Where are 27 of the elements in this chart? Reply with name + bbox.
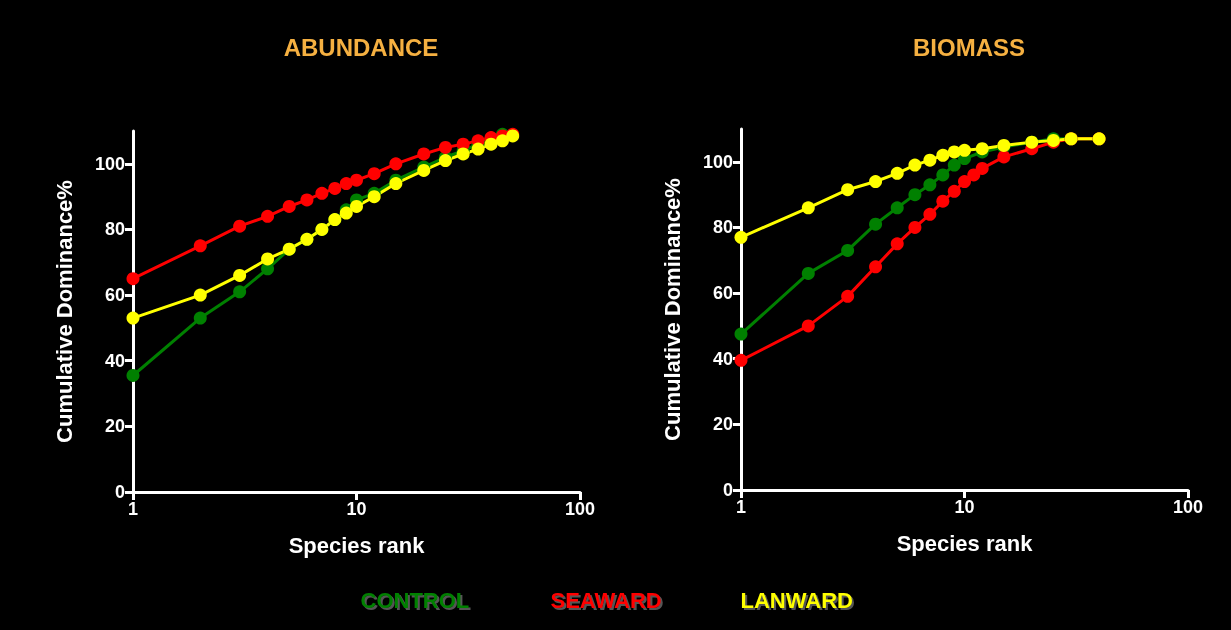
x-tick-label: 100 [564,499,596,519]
x-axis-title: Species rank [896,530,1034,556]
x-tick-label: 10 [346,499,367,519]
x-tick-label: 100 [1172,497,1204,517]
chart-title: BIOMASS [912,33,1026,61]
chart-title: ABUNDANCE [283,33,439,61]
y-tick-label: 60 [712,283,733,304]
y-tick-label: 0 [722,480,733,500]
y-tick-label: 20 [712,414,733,435]
text: CONTROL [360,588,471,615]
y-tick-label: 100 [94,153,125,174]
y-axis-title: Cumulative Dominance% [659,178,685,441]
y-tick-label: 40 [712,348,733,369]
y-tick-label: 20 [104,416,125,437]
x-tick-label: 1 [735,497,747,517]
y-tick-label: 0 [114,482,125,502]
y-tick-label: 40 [104,350,125,371]
text: SEAWARD [550,588,663,615]
x-tick-label: 10 [954,497,975,517]
text: LANWARD [740,588,854,615]
y-tick-label: 60 [104,285,125,306]
x-tick-label: 1 [127,499,139,519]
x-axis-title: Species rank [288,532,426,558]
y-tick-label: 80 [712,217,733,238]
y-tick-label: 80 [104,219,125,240]
y-axis-title: Cumulative Dominance% [51,180,77,443]
y-tick-label: 100 [702,151,733,172]
